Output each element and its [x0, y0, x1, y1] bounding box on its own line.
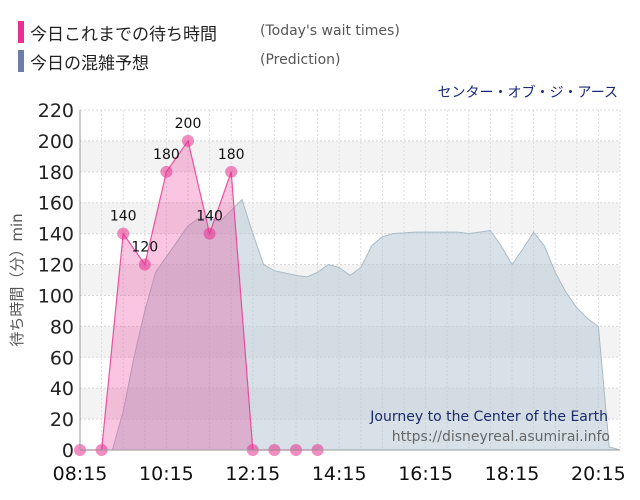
predicted-line	[80, 198, 621, 451]
x-tick-label: 18:15	[485, 463, 540, 485]
legend-actual-label: 今日これまでの待ち時間	[30, 25, 217, 45]
y-tick-label: 160	[38, 193, 74, 215]
annotation-source-url: https://disneyreal.asumirai.info	[392, 429, 610, 445]
point-label: 180	[218, 147, 245, 163]
predicted-area	[80, 199, 620, 450]
y-tick-label: 40	[50, 378, 74, 400]
point-label: 120	[131, 240, 158, 256]
legend-actual-swatch	[18, 21, 24, 43]
y-tick-label: 60	[50, 347, 74, 369]
y-tick-label: 80	[50, 316, 74, 338]
y-tick-label: 0	[62, 440, 74, 462]
x-tick-label: 16:15	[398, 463, 453, 485]
y-axis-label: 待ち時間（分）min	[8, 213, 26, 346]
actual-point	[225, 165, 238, 178]
annotation-attraction-name: Journey to the Center of the Earth	[369, 409, 608, 425]
actual-point	[182, 134, 194, 147]
x-tick-label: 20:15	[571, 463, 626, 485]
y-tick-label: 120	[38, 255, 74, 277]
y-tick-label: 180	[38, 162, 74, 184]
actual-area	[80, 140, 318, 450]
point-label: 140	[110, 209, 137, 225]
x-tick-label: 12:15	[225, 463, 280, 485]
y-tick-label: 220	[38, 100, 74, 122]
legend-predicted-sublabel: (Prediction)	[260, 52, 341, 68]
point-label: 140	[196, 209, 223, 225]
actual-point	[160, 165, 173, 178]
y-tick-label: 100	[38, 285, 74, 307]
point-label: 180	[153, 147, 180, 163]
y-tick-label: 140	[38, 224, 74, 246]
legend-predicted-swatch	[18, 50, 24, 72]
plot-band	[80, 202, 620, 234]
legend-actual-sublabel: (Today's wait times)	[260, 23, 400, 39]
x-tick-label: 08:15	[53, 463, 108, 485]
actual-point	[138, 258, 151, 271]
x-tick-label: 10:15	[139, 463, 194, 485]
chart-title: センター・オブ・ジ・アース	[438, 84, 618, 101]
legend-predicted-label: 今日の混雑予想	[30, 54, 149, 74]
point-label: 200	[175, 116, 202, 132]
y-tick-label: 20	[50, 409, 74, 431]
y-tick-label: 200	[38, 131, 74, 153]
x-tick-label: 14:15	[312, 463, 367, 485]
actual-point	[203, 227, 216, 240]
actual-point	[117, 227, 130, 240]
